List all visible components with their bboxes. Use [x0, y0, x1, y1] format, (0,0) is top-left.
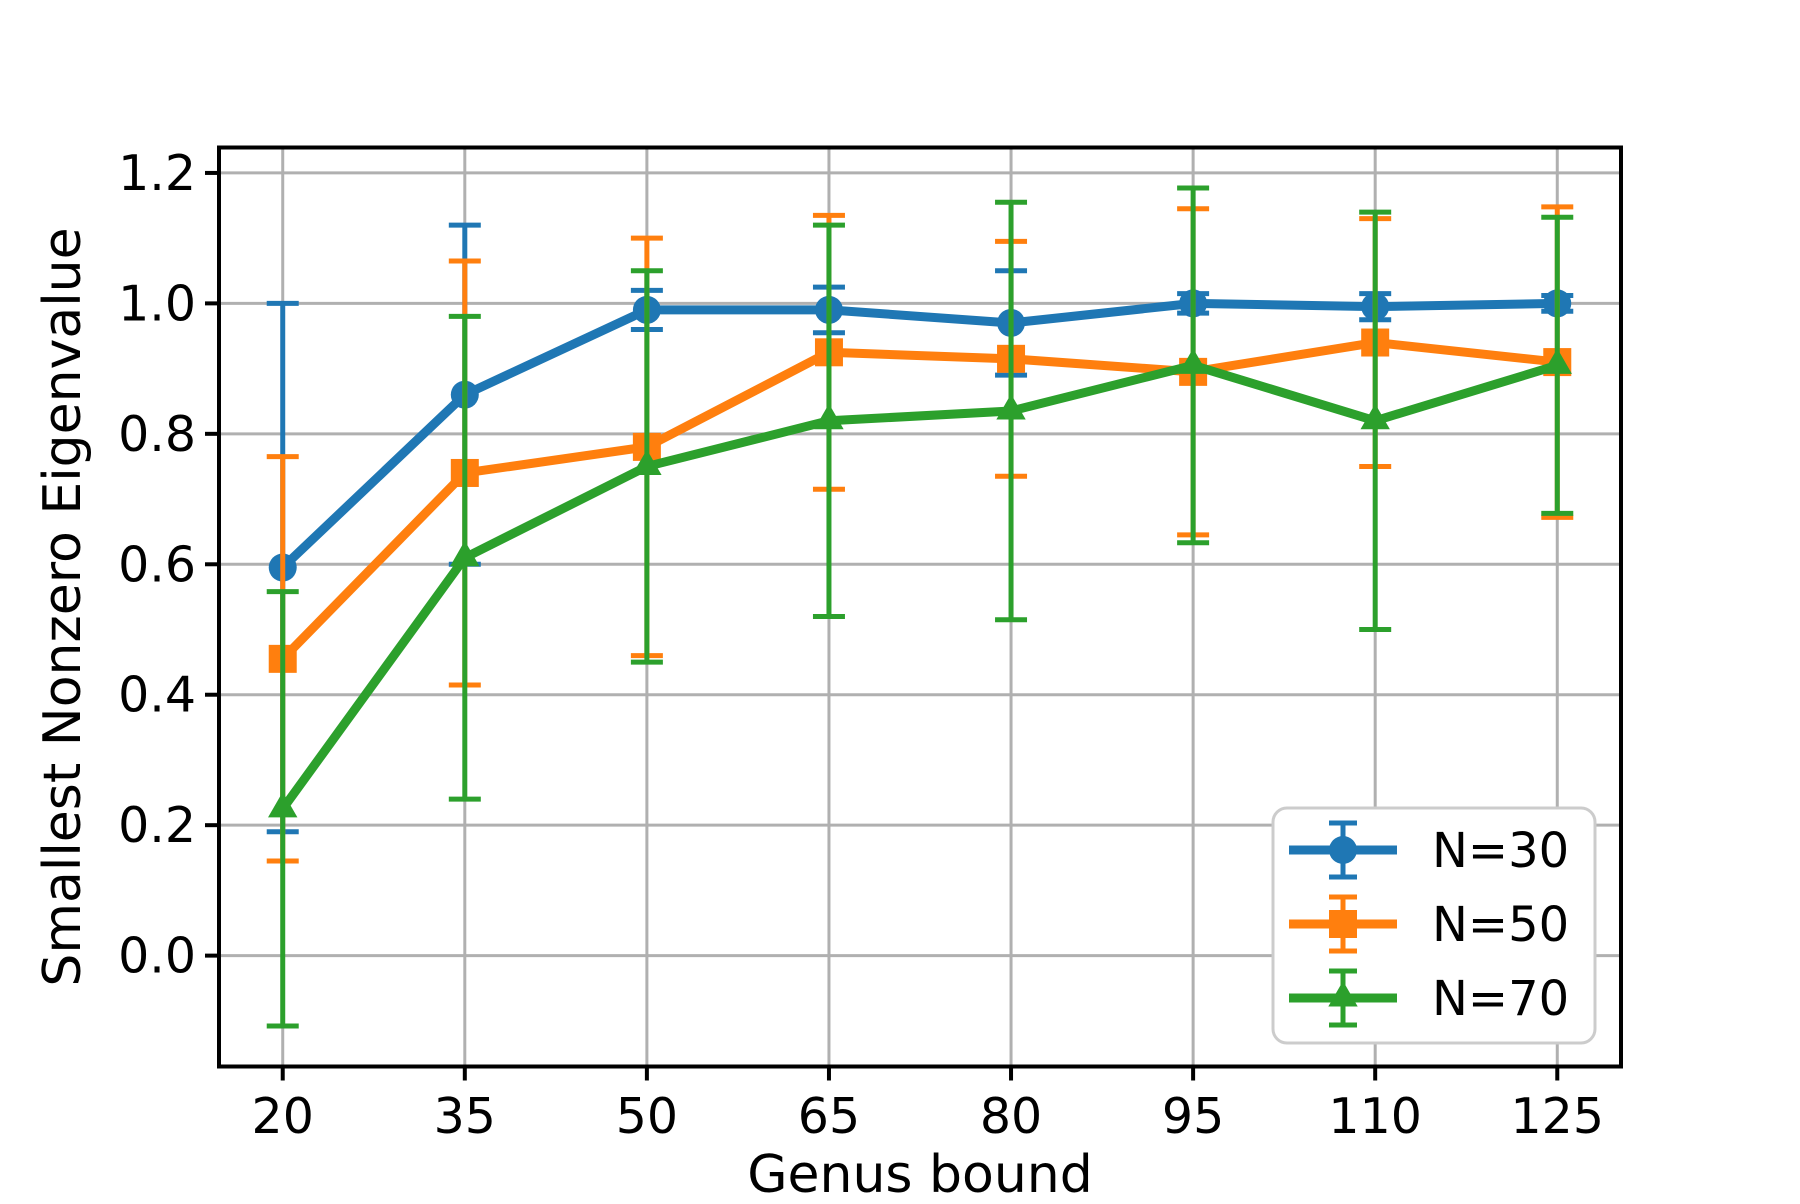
legend-entry-N=70: N=70 [1289, 968, 1569, 1028]
axes: 20 35 50 65 80 95 110 125 0.0 0.2 0.4 0.6 0.8 1.0 1.2 [118, 145, 1604, 1145]
x-tick-label: 20 [252, 1088, 314, 1145]
data-line [278, 338, 1562, 664]
x-tick-label: 35 [434, 1088, 496, 1145]
triangle-marker [450, 540, 480, 567]
data-line [278, 360, 1562, 814]
y-axis-label: Smallest Nonzero Eigenvalue [33, 227, 93, 986]
y-tick-label: 0.4 [118, 667, 196, 724]
triangle-marker [996, 394, 1026, 420]
triangle-marker [1178, 348, 1208, 374]
circle-marker [1329, 836, 1357, 864]
y-tick-label: 0.8 [118, 406, 196, 463]
legend-label: N=70 [1432, 971, 1569, 1027]
y-tick-label: 0.2 [118, 797, 196, 854]
x-tick-label: 80 [980, 1088, 1042, 1145]
legend-entry-N=30: N=30 [1289, 820, 1569, 880]
triangle-marker [1360, 403, 1390, 430]
triangle-marker [632, 449, 662, 475]
legend-box [1271, 806, 1597, 1045]
legend-label: N=30 [1432, 823, 1569, 879]
triangle-marker [1542, 348, 1572, 374]
x-tick-label: 65 [798, 1088, 860, 1145]
square-marker [1329, 910, 1357, 938]
legend-label: N=50 [1432, 897, 1569, 953]
y-tick-label: 1.0 [118, 275, 196, 332]
triangle-marker [268, 791, 298, 818]
triangle-marker [1328, 981, 1358, 1007]
y-tick-label: 0.6 [118, 536, 196, 593]
plot-border [217, 145, 1623, 1069]
x-tick-label: 110 [1328, 1088, 1422, 1145]
y-tick-label: 1.2 [118, 145, 196, 202]
triangle-marker [814, 403, 844, 430]
x-tick-label: 125 [1511, 1088, 1605, 1145]
x-axis-label: Genus bound [747, 1145, 1093, 1200]
data-line [278, 298, 1562, 573]
x-tick-label: 50 [616, 1088, 678, 1145]
legend: N=30 N=50 N=70 [1271, 806, 1597, 1045]
legend-entry-N=50: N=50 [1289, 894, 1569, 954]
x-tick-label: 95 [1162, 1088, 1224, 1145]
y-tick-label: 0.0 [118, 928, 196, 985]
series-N=70 [266, 185, 1574, 1029]
